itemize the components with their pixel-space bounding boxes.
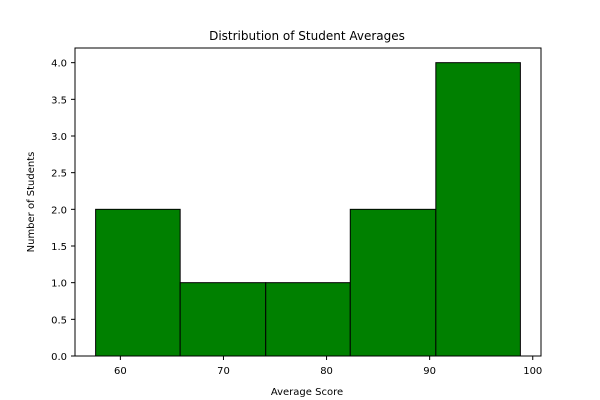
histogram-bar-3 [266,283,351,356]
y-tick-label: 2.5 [51,169,67,180]
y-tick-label: 1.5 [51,242,67,253]
x-tick-label: 80 [320,366,333,377]
y-tick-label: 3.5 [51,95,67,106]
y-tick-label: 2.0 [51,205,67,216]
x-tick-label: 70 [217,366,230,377]
histogram-bar-2 [180,283,266,356]
x-tick-label: 100 [523,366,542,377]
y-axis-ticks: 0.0 0.5 1.0 1.5 2.0 2.5 3.0 3.5 4.0 [51,59,75,363]
x-tick-label: 90 [423,366,436,377]
y-axis-label: Number of Students [26,152,37,253]
y-tick-label: 0.0 [51,352,67,363]
histogram-bar-1 [96,209,181,356]
y-tick-label: 0.5 [51,315,67,326]
histogram-bar-5 [436,63,521,356]
x-tick-label: 60 [114,366,127,377]
bars-group [96,63,521,356]
histogram-bar-4 [350,209,436,356]
x-axis-label: Average Score [271,387,343,398]
y-tick-label: 3.0 [51,132,67,143]
x-axis-ticks: 60 70 80 90 100 [114,356,542,377]
y-tick-label: 1.0 [51,279,67,290]
y-tick-label: 4.0 [51,59,67,70]
chart-title: Distribution of Student Averages [209,29,405,43]
